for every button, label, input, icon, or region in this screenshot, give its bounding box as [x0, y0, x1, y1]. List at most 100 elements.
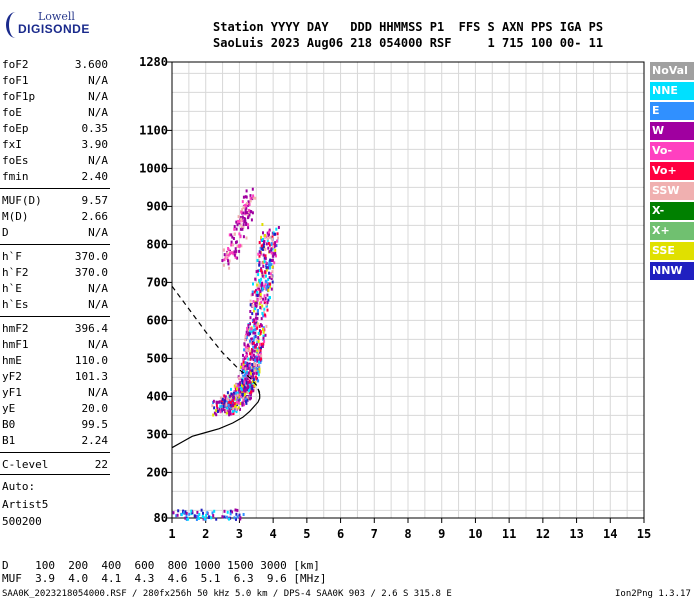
echo-point-o — [251, 312, 254, 316]
echo-point-o — [251, 330, 254, 334]
echo-point-o — [253, 324, 256, 328]
echo-point-o — [237, 395, 240, 399]
echo-point-o — [256, 259, 259, 262]
param-name: MUF(D) — [2, 194, 42, 207]
echo-point-x — [233, 250, 236, 254]
param-value: 396.4 — [74, 322, 108, 335]
echo-point-o — [253, 349, 256, 353]
echo-point-o — [254, 335, 257, 338]
echo-point-x — [232, 252, 235, 255]
echo-point-o — [248, 387, 251, 391]
echo-point-o — [232, 405, 235, 409]
echo-point-o — [262, 342, 265, 346]
electron-density-profile — [171, 388, 261, 449]
echo-point-x — [230, 233, 233, 237]
echo-point-o — [236, 400, 239, 404]
echo-point-o — [259, 360, 262, 364]
echo-point-x — [241, 225, 244, 229]
echo-point-o — [259, 306, 262, 310]
param-value: N/A — [88, 298, 108, 311]
echo-point-o — [226, 391, 229, 395]
param-value: 101.3 — [74, 370, 108, 383]
echo-point-o — [258, 269, 261, 272]
echo-point-x — [233, 225, 236, 228]
es-echo-point — [177, 509, 180, 513]
echo-point-o — [244, 361, 247, 365]
echo-point-x — [251, 197, 254, 201]
echo-point-o — [264, 254, 267, 258]
echo-point-o — [265, 242, 268, 246]
echo-point-x — [246, 202, 248, 205]
echo-point-o — [252, 353, 255, 357]
es-echo-point — [190, 509, 193, 513]
echo-point-o — [271, 235, 274, 239]
echo-point-o — [270, 277, 273, 280]
echo-point-o — [259, 280, 262, 284]
echo-point-o — [273, 252, 276, 256]
x-tick-label: 5 — [303, 527, 310, 541]
legend-item: SSW — [650, 182, 694, 200]
echo-point-x — [248, 213, 251, 217]
echo-point-o — [252, 389, 255, 393]
echo-point-o — [249, 372, 252, 375]
echo-point-o — [244, 391, 247, 395]
echo-point-o — [270, 251, 273, 255]
echo-point-o — [242, 399, 245, 403]
echo-point-o — [265, 274, 267, 278]
echo-point-o — [257, 379, 260, 383]
echo-point-o — [259, 330, 262, 334]
echo-point-o — [267, 266, 270, 269]
echo-point-o — [268, 271, 271, 275]
echo-point-o — [246, 361, 249, 365]
echo-point-o — [258, 358, 261, 362]
echo-point-o — [257, 273, 260, 277]
es-echo-point — [223, 509, 226, 513]
param-value: N/A — [88, 226, 108, 239]
echo-point-o — [267, 298, 270, 302]
echo-point-o — [231, 412, 234, 416]
echo-point-o — [220, 404, 223, 408]
echo-point-o — [245, 400, 247, 404]
echo-point-o — [260, 235, 263, 239]
muf-table-values: MUF 3.9 4.0 4.1 4.3 4.6 5.1 6.3 9.6 [MHz… — [2, 572, 327, 585]
echo-point-o — [240, 388, 243, 392]
echo-point-o — [241, 403, 244, 407]
echo-point-x — [234, 255, 237, 259]
echo-point-x — [230, 243, 233, 247]
param-name: yF2 — [2, 370, 22, 383]
es-echo-point — [182, 511, 185, 515]
echo-point-o — [242, 362, 245, 366]
echo-point-x — [245, 211, 247, 215]
echo-point-o — [263, 260, 266, 264]
echo-point-o — [254, 301, 257, 305]
echo-point-x — [227, 262, 230, 266]
y-tick-label: 700 — [146, 275, 168, 289]
es-echo-point — [215, 517, 218, 521]
echo-point-o — [267, 234, 270, 238]
es-echo-point — [229, 509, 232, 513]
footer-file-info: SAA0K_2023218054000.RSF / 280fx256h 50 k… — [2, 589, 452, 599]
echo-point-o — [224, 395, 227, 399]
param-value: 2.40 — [81, 170, 109, 183]
echo-point-o — [251, 353, 254, 357]
echo-point-o — [247, 364, 249, 368]
muf-table-distances: D 100 200 400 600 800 1000 1500 3000 [km… — [2, 559, 320, 572]
echo-point-x — [254, 196, 257, 200]
echo-point-o — [211, 404, 214, 408]
echo-point-o — [263, 256, 266, 260]
echo-point-o — [251, 363, 254, 366]
echo-point-o — [219, 405, 222, 409]
legend-item: NNW — [650, 262, 694, 280]
echo-point-o — [244, 338, 247, 342]
echo-point-o — [260, 277, 263, 281]
es-echo-point — [225, 515, 228, 519]
param-separator — [0, 316, 110, 317]
param-value: N/A — [88, 90, 108, 103]
echo-point-o — [245, 401, 248, 405]
echo-point-o — [255, 304, 258, 308]
echo-point-o — [264, 297, 267, 300]
echo-point-x — [238, 249, 241, 253]
echo-point-o — [218, 407, 221, 411]
echo-point-o — [229, 409, 232, 413]
legend-item: X- — [650, 202, 694, 220]
